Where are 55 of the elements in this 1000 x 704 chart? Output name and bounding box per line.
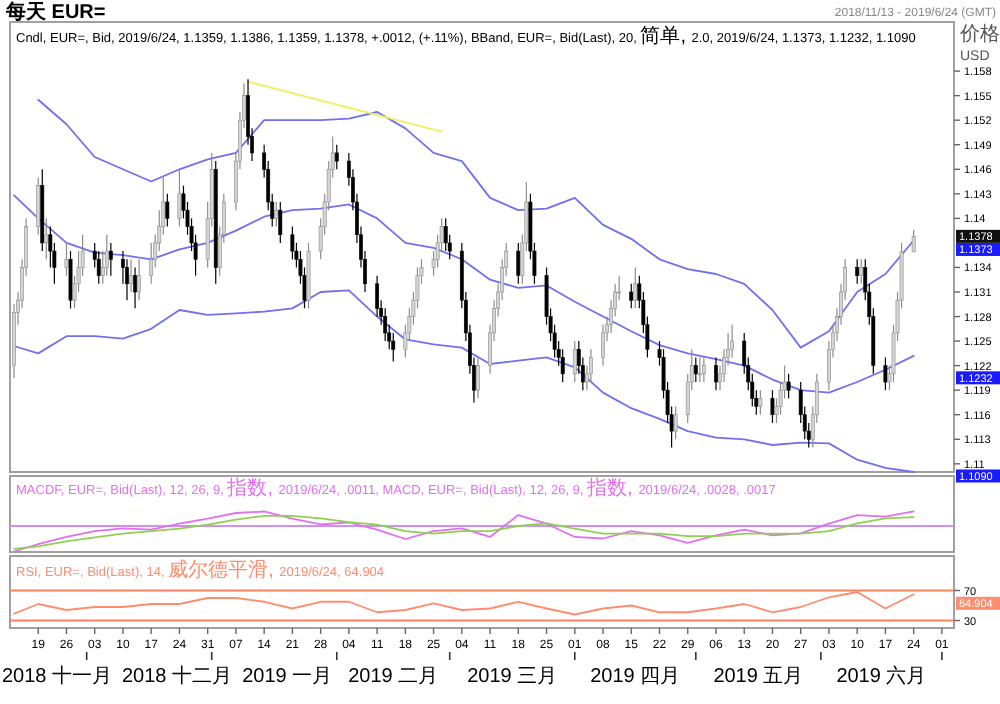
line-series: [13, 289, 915, 473]
candlestick: [177, 168, 182, 228]
chart-title: 每天 EUR=: [4, 0, 106, 24]
candlestick: [383, 307, 388, 342]
candlestick: [572, 340, 577, 383]
candlestick: [334, 144, 339, 170]
line-series: [37, 98, 915, 349]
candlestick: [96, 250, 101, 285]
candlestick: [375, 275, 380, 318]
text: 2019 三月: [467, 666, 558, 688]
candlestick: [476, 356, 480, 399]
candlestick: [68, 250, 73, 309]
text: 2018 十一月: [2, 664, 113, 688]
candlestick: [516, 242, 521, 285]
candlestick: [36, 176, 41, 236]
candlestick: [133, 266, 137, 309]
candlestick: [589, 348, 593, 383]
text: 2019 六月: [836, 664, 927, 688]
text: 2019 一月: [242, 666, 333, 688]
candlestick: [758, 389, 763, 416]
text: 2019 五月: [713, 666, 804, 688]
candlestick: [560, 348, 565, 383]
line-series: [13, 591, 915, 616]
candlestick: [714, 356, 718, 391]
candlestick: [290, 225, 295, 260]
candlestick: [601, 324, 605, 367]
candlestick: [391, 332, 396, 363]
candlestick: [629, 283, 634, 309]
candlestick: [274, 201, 279, 228]
candlestick: [64, 242, 69, 277]
candlestick: [165, 193, 170, 228]
candlestick: [149, 242, 154, 285]
candlestick: [137, 258, 141, 301]
text: 2018 十二月: [122, 664, 233, 688]
candlestick: [855, 258, 860, 285]
candlestick: [104, 234, 109, 277]
candlestick: [883, 356, 888, 391]
candlestick: [701, 356, 706, 383]
candlestick: [693, 356, 698, 383]
candlestick: [108, 242, 113, 277]
candlestick: [911, 229, 916, 253]
text: 2019 二月: [348, 666, 439, 688]
candlestick: [697, 356, 702, 383]
candlestick: [44, 217, 49, 260]
candlestick: [859, 258, 864, 285]
candlestick: [129, 258, 133, 293]
candlestick: [443, 217, 448, 252]
candlestick: [786, 373, 791, 399]
text: 2019 四月: [590, 666, 681, 688]
candlestick: [770, 389, 775, 424]
candlestick: [278, 201, 283, 244]
candlestick: [125, 258, 129, 301]
candlestick: [673, 405, 678, 440]
candlestick: [730, 324, 735, 359]
candlestick: [633, 266, 638, 309]
